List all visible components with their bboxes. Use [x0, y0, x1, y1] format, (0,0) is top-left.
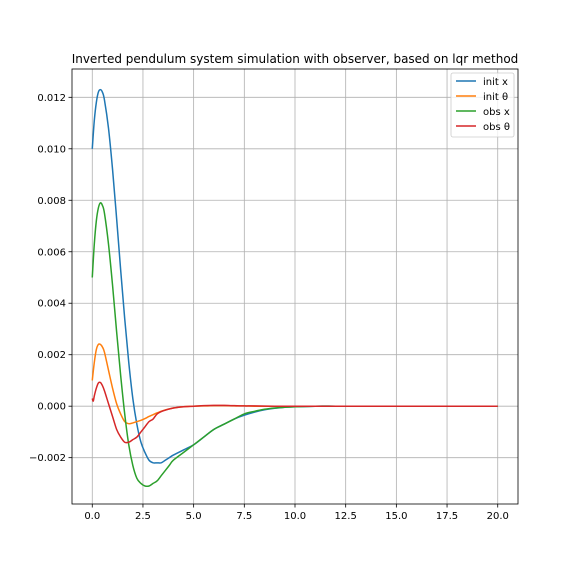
x-tick-label: 5.0: [186, 511, 202, 522]
y-tick-label: 0.012: [37, 93, 66, 104]
legend-box: [450, 72, 515, 138]
x-tick-label: 12.5: [335, 511, 357, 522]
x-tick-label: 0.0: [84, 511, 100, 522]
x-tick-label: 15.0: [385, 511, 407, 522]
x-tick-label: 7.5: [236, 511, 252, 522]
y-tick-label: 0.002: [37, 350, 66, 361]
legend-label-init-x: init x: [483, 77, 508, 88]
x-tick-label: 20.0: [487, 511, 509, 522]
y-tick-label: −0.002: [29, 453, 66, 464]
legend-label-init-theta: init θ: [483, 92, 508, 103]
chart-title: Inverted pendulum system simulation with…: [72, 52, 519, 66]
x-tick-label: 2.5: [135, 511, 151, 522]
legend: init x init θ obs x obs θ: [450, 72, 515, 138]
y-tick-label: 0.004: [37, 299, 66, 310]
series-line-obs-theta: [91, 381, 498, 444]
x-tick-label: 17.5: [436, 511, 458, 522]
axis-ticks: 0.0 2.5 5.0 7.5 10.0 12.5 15.0 17.5 20.0 −0.002 0.…: [29, 93, 509, 522]
y-tick-label: 0.006: [37, 247, 66, 258]
plot-lines: [91, 88, 498, 488]
legend-label-obs-theta: obs θ: [483, 122, 510, 133]
y-tick-label: 0.008: [37, 196, 66, 207]
legend-label-obs-x: obs x: [483, 107, 510, 118]
y-tick-label: 0.000: [37, 402, 66, 413]
x-tick-label: 10.0: [284, 511, 306, 522]
y-tick-label: 0.010: [37, 144, 66, 155]
